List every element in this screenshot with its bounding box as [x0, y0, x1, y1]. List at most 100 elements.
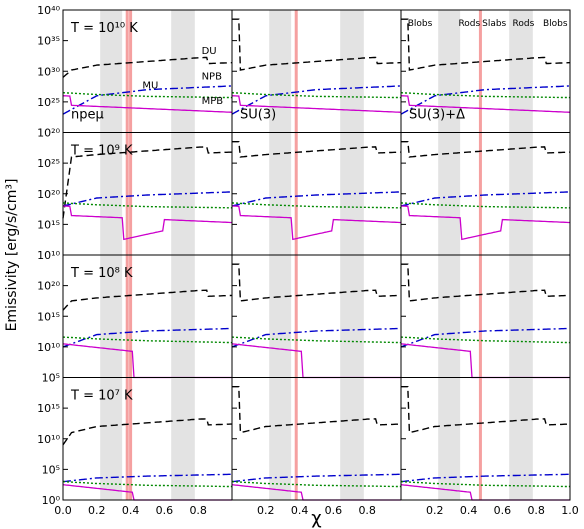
du-curve: [401, 18, 570, 71]
y-tick-label: 10¹⁰: [37, 341, 60, 354]
pasta-band: [269, 377, 292, 500]
y-tick-label: 10²⁰: [37, 188, 60, 201]
mu-curve: [62, 92, 232, 99]
npb-curve: [400, 85, 571, 115]
mu-curve: [400, 92, 570, 99]
y-tick-label: 10²⁰: [37, 127, 60, 140]
band-label: Blobs: [408, 19, 433, 29]
npb-curve: [231, 327, 401, 348]
du-curve: [62, 146, 233, 219]
panel-frame: [231, 377, 402, 501]
mpb-curve: [231, 205, 401, 241]
mpb-curve: [231, 343, 401, 379]
pasta-band: [100, 377, 123, 500]
pasta-band: [100, 10, 123, 133]
pasta-band: [171, 132, 195, 255]
band-label: Rods: [458, 19, 480, 29]
panel-r0-c0: 10²⁰ 10²⁵ 10³⁰ 10³⁵ 10⁴⁰ T = 10¹⁰ K npeμ: [37, 4, 233, 140]
x-tick-label: 0.8: [527, 504, 545, 517]
model-label: SU(3): [240, 108, 276, 123]
npb-curve: [231, 85, 402, 115]
panel-frame: [400, 377, 571, 501]
transition-line: [129, 255, 133, 378]
du-curve: [232, 18, 401, 71]
transition-line: [478, 10, 482, 133]
pasta-band: [509, 132, 533, 255]
transition-line: [125, 132, 129, 255]
du-curve: [401, 141, 571, 158]
y-tick-label: 10⁵: [42, 463, 60, 476]
temperature-label: T = 10⁸ K: [70, 266, 133, 281]
transition-line: [125, 10, 129, 133]
du-curve: [62, 289, 233, 311]
du-curve: [232, 386, 401, 434]
x-tick-label: 0.8: [189, 504, 207, 517]
panel-r2-c0: 10⁵ 10¹⁰ 10¹⁵ 10²⁰ T = 10⁸ K: [37, 254, 233, 385]
model-label: SU(3)+Δ: [409, 108, 465, 123]
x-tick-label: 0.8: [358, 504, 376, 517]
mu-curve: [400, 480, 570, 488]
y-tick-label: 10⁵: [42, 372, 60, 385]
pasta-band: [438, 10, 461, 133]
pasta-band: [171, 255, 195, 378]
transition-line: [129, 377, 133, 500]
x-tick-label: 0.6: [156, 504, 174, 517]
pasta-band: [269, 10, 292, 133]
y-tick-label: 10¹⁰: [37, 249, 60, 262]
npb-curve: [62, 327, 232, 348]
mpb-curve: [232, 95, 402, 113]
x-tick-label: 0.2: [426, 504, 444, 517]
du-curve: [401, 386, 570, 434]
pasta-band: [509, 377, 533, 500]
pasta-band: [171, 10, 195, 133]
pasta-band: [100, 255, 123, 378]
x-tick-label: 0.4: [122, 504, 140, 517]
mu-curve: [231, 336, 401, 344]
y-tick-label: 10⁴⁰: [37, 4, 60, 17]
transition-line: [125, 377, 129, 500]
panel-r1-c0: 10¹⁰ 10¹⁵ 10²⁰ 10²⁵ T = 10⁹ K: [37, 132, 233, 262]
x-tick-label: 0.2: [88, 504, 106, 517]
pasta-band: [100, 132, 123, 255]
mpb-curve: [62, 484, 232, 501]
transition-line: [129, 10, 133, 133]
panel-r0-c1: SU(3): [231, 9, 402, 133]
y-tick-label: 10¹⁵: [37, 218, 60, 231]
x-axis-label: χ: [311, 508, 321, 529]
panel-frame: [400, 132, 571, 256]
pasta-band: [269, 255, 292, 378]
transition-line: [129, 132, 133, 255]
mu-curve: [400, 202, 570, 209]
panel-r1-c1: [231, 132, 402, 256]
mpb-curve: [63, 95, 233, 113]
panel-r2-c1: [231, 254, 402, 379]
du-curve: [232, 263, 402, 302]
transition-line: [294, 132, 298, 255]
mpb-curve: [400, 343, 570, 379]
x-tick-label: 0.4: [460, 504, 478, 517]
pasta-band: [509, 255, 533, 378]
panel-r3-c0: 10⁰ 10⁵ 10¹⁰ 10¹⁵ T = 10⁷ K: [37, 377, 233, 507]
panel-r2-c2: [400, 254, 571, 379]
npb-curve: [62, 85, 233, 115]
temperature-label: T = 10⁹ K: [70, 144, 133, 159]
mu-curve: [231, 202, 401, 209]
npb-curve: [400, 191, 571, 207]
panel-r1-c2: [400, 132, 571, 256]
panel-r3-c1: [231, 377, 402, 501]
y-tick-label: 10¹⁰: [37, 433, 60, 446]
du-curve: [62, 418, 232, 446]
pasta-band: [438, 255, 461, 378]
du-curve: [62, 56, 232, 78]
mpb-curve: [231, 484, 401, 501]
band-label: Rods: [513, 19, 535, 29]
panel-frame: [231, 254, 402, 378]
pasta-band: [340, 255, 364, 378]
du-curve: [232, 141, 402, 158]
npb-curve: [400, 473, 570, 483]
du-curve: [401, 263, 571, 302]
x-tick-label: 0.0: [54, 504, 72, 517]
mu-curve: [62, 480, 232, 488]
y-tick-label: 10¹⁵: [37, 402, 60, 415]
